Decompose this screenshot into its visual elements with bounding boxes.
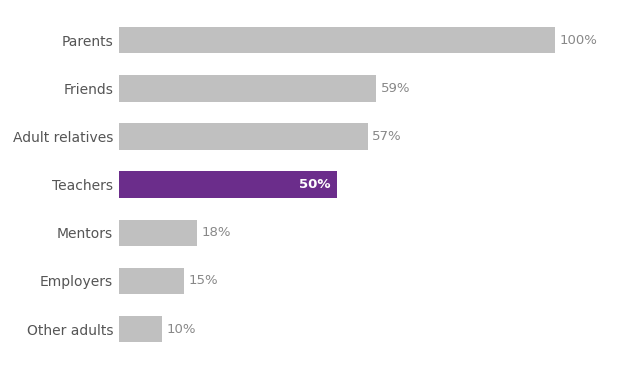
Bar — [119, 316, 162, 342]
Text: 18%: 18% — [202, 226, 231, 239]
Bar — [119, 75, 376, 101]
Text: 15%: 15% — [188, 275, 218, 288]
Bar — [119, 172, 337, 198]
Text: 57%: 57% — [372, 130, 401, 143]
Bar — [119, 268, 184, 294]
Text: 10%: 10% — [167, 323, 196, 336]
Text: 59%: 59% — [381, 82, 410, 95]
Text: 100%: 100% — [560, 34, 598, 47]
Text: 50%: 50% — [299, 178, 331, 191]
Bar — [119, 220, 197, 246]
Bar — [119, 27, 555, 53]
Bar — [119, 123, 368, 150]
